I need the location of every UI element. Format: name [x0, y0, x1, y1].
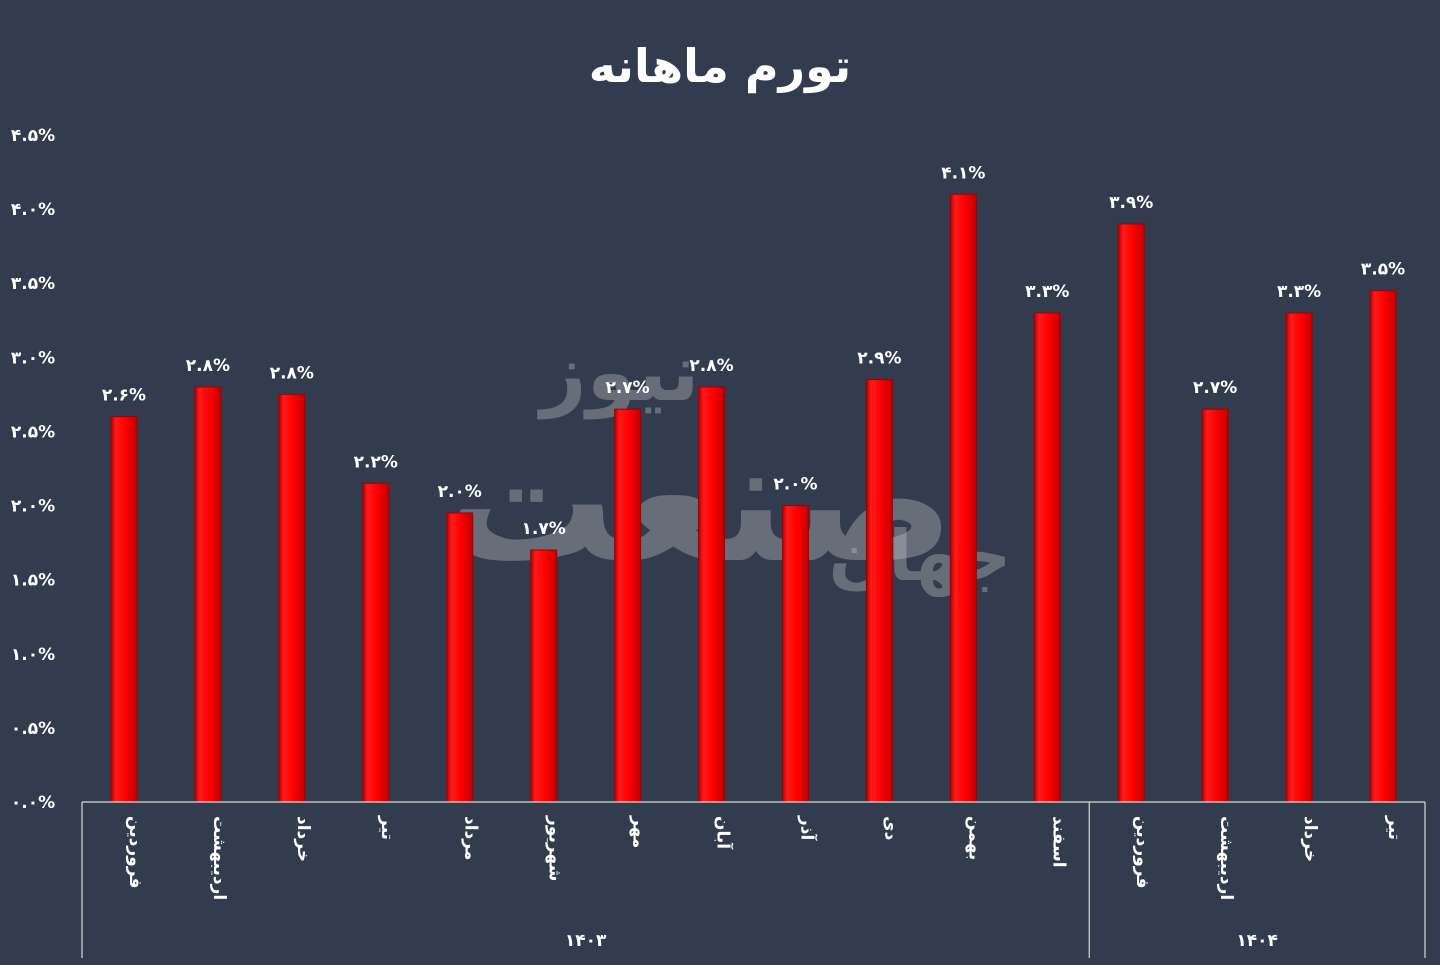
- x-group-label: ۱۴۰۴: [1236, 931, 1278, 951]
- y-tick-label: ۳.۰%: [11, 348, 55, 368]
- bar: [1369, 290, 1397, 803]
- x-tick-label: خرداد: [1300, 816, 1320, 862]
- x-tick-label: تیر: [377, 815, 397, 840]
- data-label: ۱.۷%: [522, 519, 566, 539]
- x-tick-label: آذر: [796, 815, 818, 842]
- x-axis: فروردین اردیبهشت خرداد تیر مرداد شهریور مهر آبا…: [81, 801, 1426, 958]
- bar: [110, 416, 138, 803]
- data-label: ۳.۹%: [1109, 193, 1153, 213]
- bar: [865, 379, 893, 803]
- bars: [110, 193, 1397, 803]
- data-label: ۳.۵%: [1361, 260, 1405, 280]
- bar: [1033, 312, 1061, 803]
- bar: [278, 393, 306, 803]
- x-tick-label: خرداد: [293, 816, 313, 862]
- data-label: ۲.۸%: [186, 356, 230, 376]
- bar: [1285, 312, 1313, 803]
- data-label: ۳.۳%: [1025, 282, 1069, 302]
- y-tick-label: ۴.۰%: [11, 200, 55, 220]
- y-tick-label: ۴.۵%: [11, 126, 55, 146]
- y-tick-label: ۰.۵%: [11, 719, 55, 739]
- bar: [1201, 408, 1229, 803]
- bar: [530, 549, 558, 803]
- y-tick-label: ۱.۵%: [11, 571, 55, 591]
- y-tick-label: ۲.۰%: [11, 497, 55, 517]
- watermark-sub-world: جهان: [829, 515, 1012, 597]
- data-label: ۲.۲%: [354, 452, 398, 472]
- bar: [446, 512, 474, 803]
- data-label: ۴.۱%: [941, 163, 985, 183]
- bar: [362, 482, 390, 803]
- data-label: ۲.۶%: [102, 386, 146, 406]
- x-tick-label: اردیبهشت: [1216, 816, 1236, 900]
- bar: [949, 193, 977, 803]
- data-label: ۲.۰%: [438, 482, 482, 502]
- x-tick-label: شهریور: [545, 815, 565, 881]
- bar: [194, 386, 222, 803]
- x-tick-label: فروردین: [125, 816, 145, 888]
- y-tick-label: ۳.۵%: [11, 274, 55, 294]
- y-axis: ۰.۰% ۰.۵% ۱.۰% ۱.۵% ۲.۰% ۲.۵% ۳.۰% ۳.۵% ۴.۰% ۴.۵%: [11, 126, 55, 813]
- data-label: ۲.۹%: [857, 349, 901, 369]
- bar: [698, 386, 726, 803]
- data-label: ۲.۷%: [1193, 378, 1237, 398]
- x-tick-label: مرداد: [461, 816, 481, 860]
- y-tick-label: ۱.۰%: [11, 645, 55, 665]
- watermark-sub-news: نیوز: [537, 326, 700, 420]
- y-tick-label: ۰.۰%: [11, 793, 55, 813]
- data-label: ۲.۸%: [689, 356, 733, 376]
- bar: [1117, 223, 1145, 803]
- x-tick-label: بهمن: [964, 816, 984, 860]
- x-tick-label: مهر: [629, 815, 649, 848]
- x-tick-label: اسفند: [1048, 816, 1068, 868]
- y-tick-label: ۲.۵%: [11, 422, 55, 442]
- x-tick-label: اردیبهشت: [209, 816, 229, 900]
- chart-title: تورم ماهانه: [589, 39, 851, 93]
- data-label: ۲.۰%: [773, 475, 817, 495]
- bar: [614, 408, 642, 803]
- x-tick-label: فروردین: [1132, 816, 1152, 888]
- data-label: ۳.۳%: [1277, 282, 1321, 302]
- x-tick-label: دی: [880, 816, 900, 841]
- data-label: ۲.۷%: [605, 378, 649, 398]
- x-tick-label: آبان: [713, 816, 735, 850]
- data-label: ۲.۸%: [270, 363, 314, 383]
- x-group-label: ۱۴۰۳: [565, 931, 607, 951]
- bar: [781, 505, 809, 803]
- data-labels: ۲.۶% ۲.۸% ۲.۸% ۲.۲% ۲.۰% ۱.۷% ۲.۷% ۲.۸% ۲.۰% ۲.۹%…: [102, 163, 1405, 539]
- x-tick-label: تیر: [1384, 815, 1404, 840]
